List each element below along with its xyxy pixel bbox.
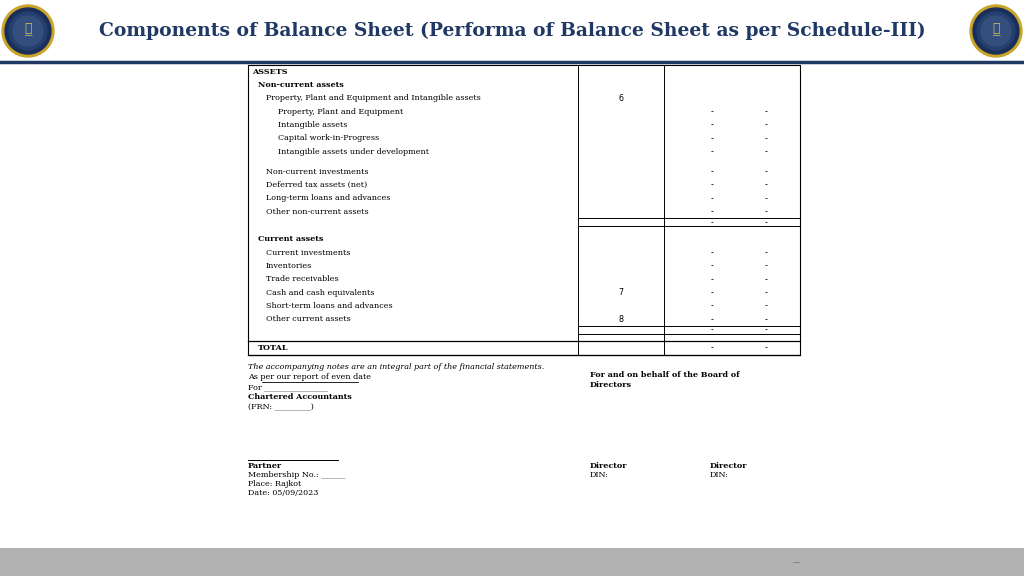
Text: -: -: [711, 147, 713, 156]
Circle shape: [981, 16, 1011, 46]
Text: -: -: [765, 180, 767, 190]
Text: -: -: [765, 207, 767, 216]
Text: -: -: [711, 262, 713, 271]
Text: -: -: [711, 218, 713, 227]
Text: -: -: [711, 134, 713, 143]
Text: -: -: [711, 248, 713, 257]
Circle shape: [970, 5, 1022, 57]
Bar: [0, 548, 1024, 576]
Text: Date: 05/09/2023: Date: 05/09/2023: [248, 489, 318, 497]
Text: -: -: [711, 302, 713, 310]
Text: Capital work-in-Progress: Capital work-in-Progress: [278, 134, 379, 142]
Text: -: -: [765, 194, 767, 203]
Text: ──: ──: [992, 33, 1000, 39]
Text: (FRN: _________): (FRN: _________): [248, 403, 314, 411]
Text: Intangible assets under development: Intangible assets under development: [278, 147, 429, 156]
Text: -: -: [711, 107, 713, 116]
Text: Property, Plant and Equipment and Intangible assets: Property, Plant and Equipment and Intang…: [266, 94, 480, 103]
Circle shape: [9, 12, 47, 50]
Text: Intangible assets: Intangible assets: [278, 121, 347, 129]
Text: Directors: Directors: [590, 381, 632, 389]
Text: TOTAL: TOTAL: [258, 344, 289, 352]
Text: Cash and cash equivalents: Cash and cash equivalents: [266, 289, 375, 297]
Text: Current investments: Current investments: [266, 249, 350, 257]
Circle shape: [977, 12, 1015, 50]
Text: -: -: [711, 275, 713, 284]
Text: -: -: [765, 147, 767, 156]
Text: For and on behalf of the Board of: For and on behalf of the Board of: [590, 371, 739, 379]
Text: Other non-current assets: Other non-current assets: [266, 208, 369, 215]
Text: Chartered Accountants: Chartered Accountants: [248, 393, 352, 401]
Text: -: -: [765, 218, 767, 227]
Text: -: -: [765, 262, 767, 271]
Text: Director: Director: [710, 462, 748, 470]
Text: -: -: [711, 325, 713, 335]
Text: Trade receivables: Trade receivables: [266, 275, 339, 283]
Text: -: -: [765, 248, 767, 257]
Text: For ________________: For ________________: [248, 383, 329, 391]
Circle shape: [13, 16, 43, 46]
Circle shape: [5, 8, 51, 54]
Text: -: -: [711, 180, 713, 190]
Text: -: -: [765, 107, 767, 116]
Text: -: -: [765, 315, 767, 324]
Circle shape: [2, 5, 54, 57]
Text: 🌿: 🌿: [25, 21, 32, 35]
Text: 6: 6: [618, 94, 624, 103]
Text: Director: Director: [590, 462, 628, 470]
Text: -: -: [765, 343, 767, 353]
Text: Deferred tax assets (net): Deferred tax assets (net): [266, 181, 368, 189]
Text: -: -: [765, 120, 767, 130]
Text: Membership No.: ______: Membership No.: ______: [248, 471, 345, 479]
Text: ──: ──: [24, 33, 32, 39]
Text: Non-current investments: Non-current investments: [266, 168, 369, 176]
Text: -: -: [711, 167, 713, 176]
Text: DIN:: DIN:: [590, 471, 609, 479]
Text: -: -: [711, 343, 713, 353]
Text: Non-current assets: Non-current assets: [258, 81, 344, 89]
Text: Property, Plant and Equipment: Property, Plant and Equipment: [278, 108, 403, 116]
Circle shape: [973, 8, 1019, 54]
Text: Inventories: Inventories: [266, 262, 312, 270]
Bar: [248, 65, 800, 355]
Text: Short-term loans and advances: Short-term loans and advances: [266, 302, 392, 310]
Text: ASSETS: ASSETS: [252, 67, 288, 75]
Text: 8: 8: [618, 315, 624, 324]
Text: Current assets: Current assets: [258, 236, 324, 244]
Text: 7: 7: [618, 288, 624, 297]
Text: -: -: [765, 134, 767, 143]
Text: -: -: [711, 315, 713, 324]
Text: -: -: [765, 275, 767, 284]
Text: Place: Rajkot: Place: Rajkot: [248, 480, 301, 488]
Text: -: -: [711, 120, 713, 130]
Text: -: -: [711, 207, 713, 216]
Text: -: -: [765, 167, 767, 176]
Text: Partner: Partner: [248, 462, 283, 470]
Text: 🌿: 🌿: [992, 21, 999, 35]
Text: -: -: [765, 302, 767, 310]
Text: As per our report of even date: As per our report of even date: [248, 373, 371, 381]
Text: -: -: [711, 194, 713, 203]
Text: Other current assets: Other current assets: [266, 316, 350, 324]
Text: Components of Balance Sheet (Performa of Balance Sheet as per Schedule-III): Components of Balance Sheet (Performa of…: [98, 22, 926, 40]
Text: The accompanying notes are an integral part of the financial statements.: The accompanying notes are an integral p…: [248, 363, 544, 371]
Text: -: -: [711, 288, 713, 297]
Text: —: —: [793, 559, 800, 565]
Text: DIN:: DIN:: [710, 471, 729, 479]
Text: Long-term loans and advances: Long-term loans and advances: [266, 194, 390, 202]
Text: -: -: [765, 288, 767, 297]
Text: -: -: [765, 325, 767, 335]
